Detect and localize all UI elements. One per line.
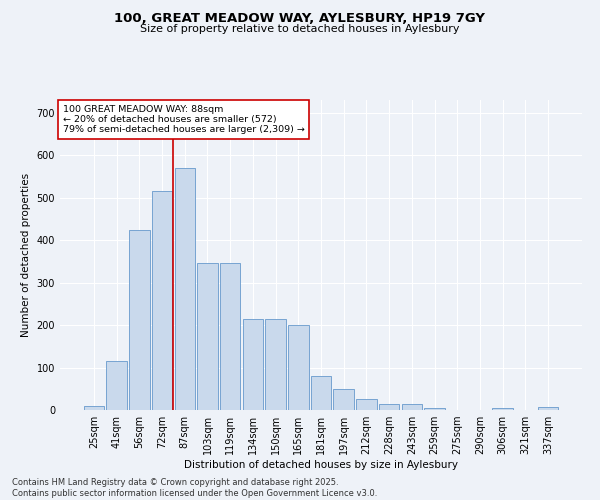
Text: Contains HM Land Registry data © Crown copyright and database right 2025.
Contai: Contains HM Land Registry data © Crown c… xyxy=(12,478,377,498)
Bar xyxy=(265,318,286,410)
Bar xyxy=(152,192,172,410)
Text: Size of property relative to detached houses in Aylesbury: Size of property relative to detached ho… xyxy=(140,24,460,34)
Bar xyxy=(242,318,263,410)
Bar xyxy=(538,406,558,410)
Bar xyxy=(493,408,513,410)
Bar xyxy=(129,230,149,410)
X-axis label: Distribution of detached houses by size in Aylesbury: Distribution of detached houses by size … xyxy=(184,460,458,470)
Bar xyxy=(356,400,377,410)
Bar xyxy=(424,408,445,410)
Bar xyxy=(401,404,422,410)
Text: 100, GREAT MEADOW WAY, AYLESBURY, HP19 7GY: 100, GREAT MEADOW WAY, AYLESBURY, HP19 7… xyxy=(115,12,485,26)
Bar xyxy=(379,404,400,410)
Bar xyxy=(197,264,218,410)
Bar xyxy=(84,406,104,410)
Bar xyxy=(220,264,241,410)
Bar xyxy=(175,168,195,410)
Y-axis label: Number of detached properties: Number of detached properties xyxy=(21,173,31,337)
Bar xyxy=(311,376,331,410)
Bar xyxy=(288,325,308,410)
Text: 100 GREAT MEADOW WAY: 88sqm
← 20% of detached houses are smaller (572)
79% of se: 100 GREAT MEADOW WAY: 88sqm ← 20% of det… xyxy=(62,104,304,134)
Bar xyxy=(106,361,127,410)
Bar xyxy=(334,389,354,410)
